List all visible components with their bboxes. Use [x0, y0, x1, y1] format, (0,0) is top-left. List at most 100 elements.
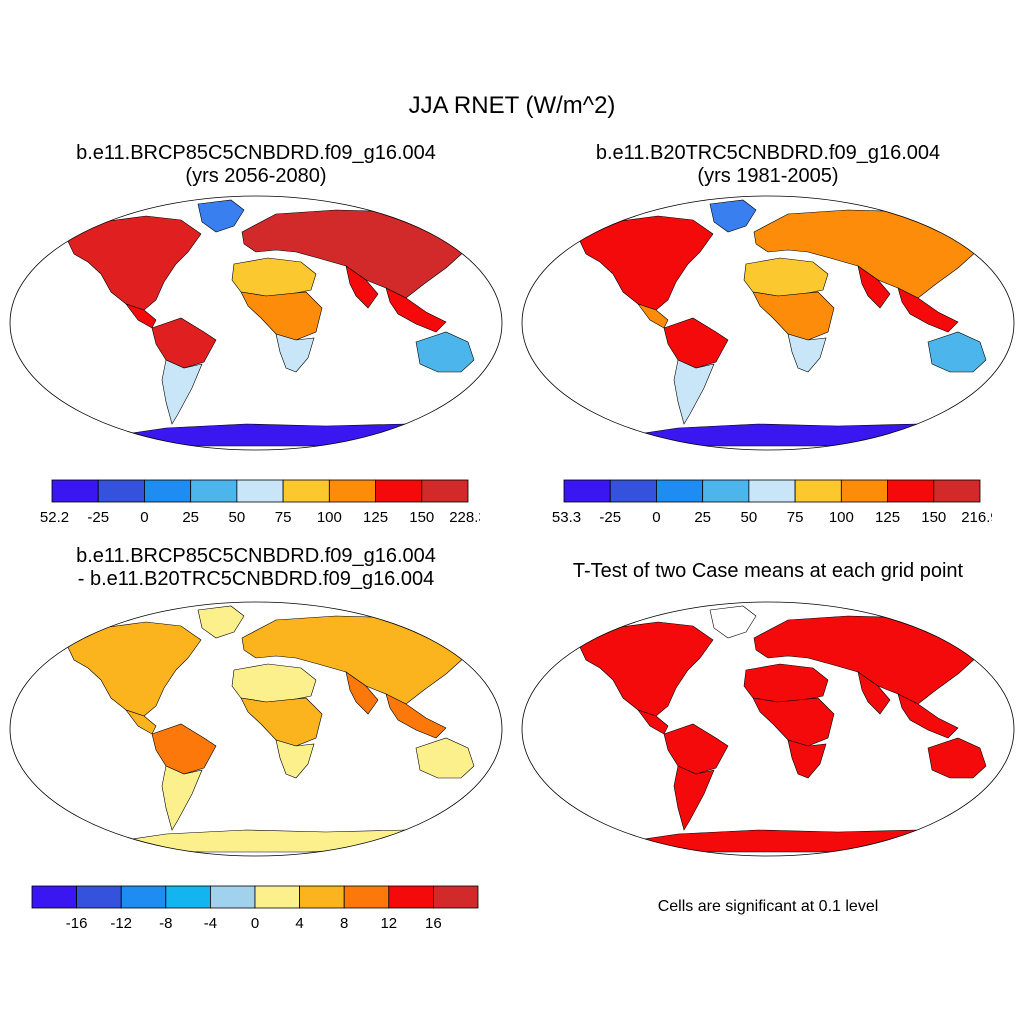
region-africa-central [240, 697, 323, 747]
region-central-america [125, 709, 157, 735]
colorbar-swatch [76, 885, 122, 909]
region-africa-south [275, 739, 315, 779]
map-border [521, 195, 1015, 451]
colorbar-swatch [31, 885, 77, 909]
colorbar-label: 50 [229, 509, 246, 526]
colorbar-swatch [299, 885, 345, 909]
colorbar-swatch [190, 479, 238, 503]
panel-3-case-a: b.e11.BRCP85C5CNBDRD.f09_g16.004 [76, 545, 436, 567]
panel-1-case: b.e11.BRCP85C5CNBDRD.f09_g16.004 [76, 142, 436, 164]
region-india-seasia [857, 671, 959, 739]
map-panel-historical [521, 195, 1015, 451]
region-australia [415, 331, 475, 373]
colorbar-swatch [656, 479, 704, 503]
colorbar-swatch [840, 479, 888, 503]
colorbar-future: -52.2 -25 0 25 50 75 100 125 150 228.3 [40, 479, 480, 526]
colorbar-swatch [421, 479, 469, 503]
colorbar-swatch [165, 885, 211, 909]
region-north-america [65, 621, 202, 717]
region-africa-north [743, 257, 829, 297]
colorbar-label: 0 [140, 509, 148, 526]
colorbar-label: 216.9 [961, 509, 992, 526]
colorbar-label: 75 [787, 509, 804, 526]
colorbar-label: -53.3 [552, 509, 581, 526]
region-africa-north [231, 257, 317, 297]
significance-note: Cells are significant at 0.1 level [657, 898, 879, 915]
region-central-america [637, 303, 669, 329]
region-africa-south [787, 333, 827, 373]
colorbar-label: -12 [110, 915, 132, 932]
colorbar-label: 150 [921, 509, 946, 526]
region-africa-north [743, 663, 829, 703]
region-south-america-south [673, 765, 715, 831]
figure-title: JJA RNET (W/m^2) [408, 92, 616, 119]
colorbar-swatch [702, 479, 750, 503]
colorbar-label: 12 [380, 915, 397, 932]
region-central-america [637, 709, 669, 735]
colorbar-swatch [432, 885, 479, 909]
colorbar-label: 125 [363, 509, 388, 526]
region-north-america [577, 621, 714, 717]
region-north-america [577, 215, 714, 311]
colorbar-label: 8 [340, 915, 348, 932]
region-south-america-north [151, 723, 217, 775]
region-south-america-south [161, 765, 203, 831]
colorbar-label: 150 [409, 509, 434, 526]
region-australia [927, 331, 987, 373]
colorbar-swatch [51, 479, 99, 503]
panel-1-title: b.e11.BRCP85C5CNBDRD.f09_g16.004 (yrs 20… [6, 142, 506, 188]
map-border [9, 601, 503, 857]
region-africa-south [275, 333, 315, 373]
colorbar-label: -4 [204, 915, 217, 932]
colorbar-label: 100 [317, 509, 342, 526]
region-africa-central [752, 291, 835, 341]
colorbar-swatch [933, 479, 981, 503]
colorbar-label: -25 [87, 509, 109, 526]
colorbar-label: -52.2 [40, 509, 69, 526]
colorbar-swatch [609, 479, 657, 503]
colorbar-label: 50 [741, 509, 758, 526]
map-panel-ttest [521, 601, 1015, 857]
colorbar-swatch [375, 479, 423, 503]
colorbar-swatch [120, 885, 167, 909]
colorbar-swatch [282, 479, 330, 503]
region-south-america-south [161, 359, 203, 425]
region-south-america-south [673, 359, 715, 425]
panel-2-years: (yrs 1981-2005) [697, 165, 839, 187]
panel-1-years: (yrs 2056-2080) [185, 165, 327, 187]
colorbar-label: 75 [275, 509, 292, 526]
colorbar-swatch [254, 885, 300, 909]
colorbar-swatch [887, 479, 935, 503]
colorbar-swatch [209, 885, 256, 909]
panel-2-title: b.e11.B20TRC5CNBDRD.f09_g16.004 (yrs 198… [518, 142, 1018, 188]
region-india-seasia [857, 265, 959, 333]
region-greenland [709, 199, 757, 233]
colorbar-label: 16 [425, 915, 442, 932]
region-india-seasia [345, 265, 447, 333]
colorbar-label: -16 [66, 915, 88, 932]
region-australia [927, 737, 987, 779]
colorbar-swatch [144, 479, 192, 503]
region-india-seasia [345, 671, 447, 739]
colorbar-label: 228.3 [449, 509, 480, 526]
colorbar-swatch [388, 885, 434, 909]
region-africa-south [787, 739, 827, 779]
colorbar-label: 25 [694, 509, 711, 526]
region-north-america [65, 215, 202, 311]
colorbar-label: -8 [159, 915, 172, 932]
region-south-america-north [151, 317, 217, 369]
colorbar-swatch [343, 885, 390, 909]
colorbar-historical: -53.3 -25 0 25 50 75 100 125 150 216.9 [552, 479, 992, 526]
region-south-america-north [663, 317, 729, 369]
region-south-america-north [663, 723, 729, 775]
colorbar-difference: -16 -12 -8 -4 0 4 8 12 16 [31, 885, 479, 932]
colorbar-swatch [748, 479, 796, 503]
colorbar-swatch [236, 479, 284, 503]
panel-3-case-b: - b.e11.B20TRC5CNBDRD.f09_g16.004 [77, 568, 435, 590]
panel-2-case: b.e11.B20TRC5CNBDRD.f09_g16.004 [595, 142, 941, 164]
region-africa-central [752, 697, 835, 747]
panel-4-title: T-Test of two Case means at each grid po… [572, 560, 964, 582]
region-australia [415, 737, 475, 779]
colorbar-label: 0 [652, 509, 660, 526]
map-panel-difference [9, 601, 503, 857]
